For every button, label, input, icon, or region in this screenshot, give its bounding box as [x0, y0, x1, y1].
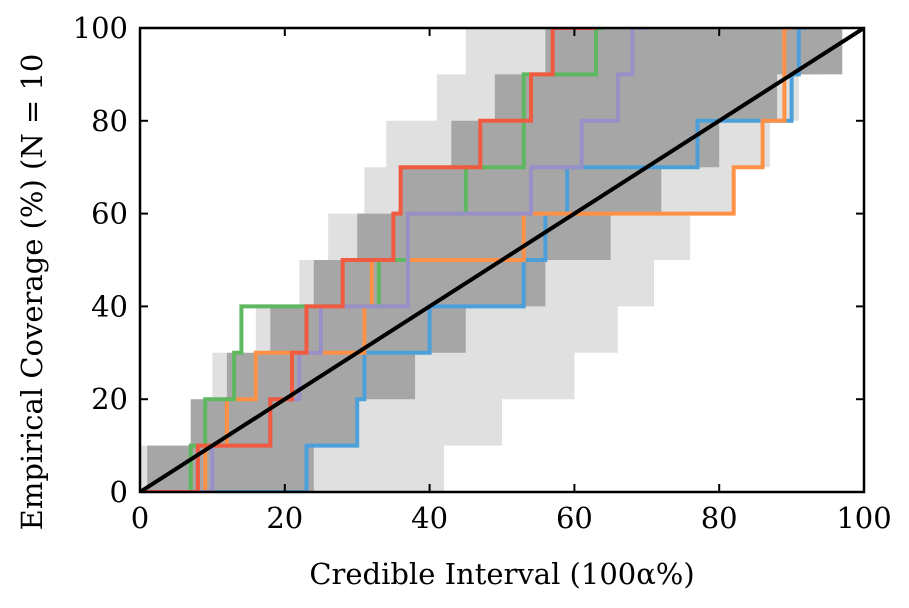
- y-tick-label: 80: [91, 104, 128, 138]
- x-tick-label: 40: [411, 501, 448, 535]
- series-line-5: [140, 28, 597, 492]
- x-tick-label: 80: [701, 501, 738, 535]
- y-axis-label: Empirical Coverage (%) (N = 10: [15, 54, 49, 531]
- x-tick-label: 0: [131, 501, 149, 535]
- ideal-diagonal-line: [140, 28, 864, 492]
- y-tick-label: 20: [91, 382, 128, 416]
- x-axis-label: Credible Interval (100α%): [309, 557, 694, 591]
- x-tick-label: 20: [266, 501, 303, 535]
- y-tick-label: 60: [91, 197, 128, 231]
- x-tick-label: 100: [836, 501, 891, 535]
- plot-frame: [138, 26, 866, 494]
- y-tick-label: 40: [91, 289, 128, 323]
- axis-ticks: 0 20 40 60 80 100 0 20 40 60 80 100: [73, 11, 892, 535]
- y-tick-label: 100: [73, 11, 128, 45]
- x-tick-label: 60: [556, 501, 593, 535]
- coverage-series: [140, 28, 864, 492]
- y-tick-label: 0: [110, 475, 128, 509]
